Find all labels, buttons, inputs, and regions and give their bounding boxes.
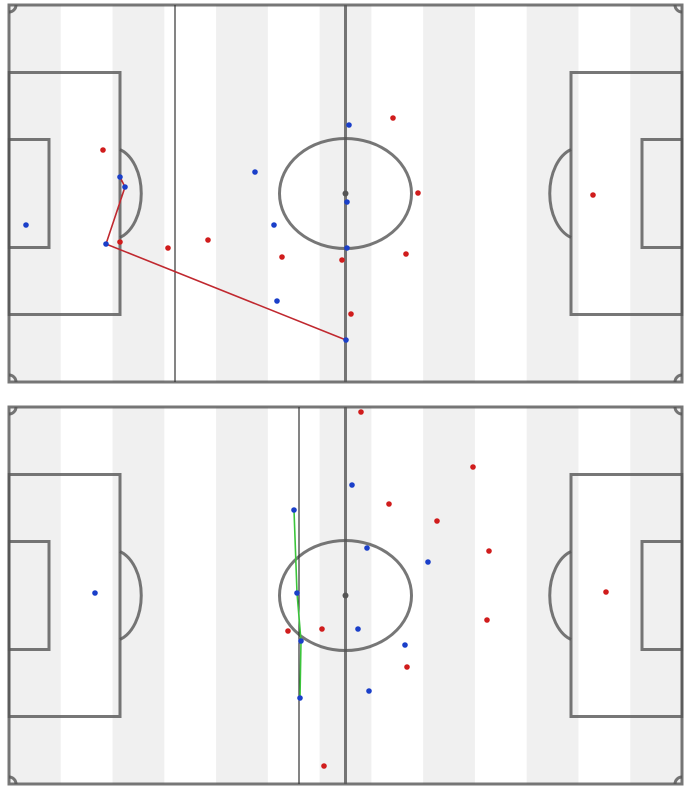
red-player-dot bbox=[415, 190, 421, 196]
red-player-dot bbox=[358, 409, 364, 415]
blue-player-dot bbox=[92, 590, 98, 596]
red-player-dot bbox=[484, 617, 490, 623]
pitch-stripe bbox=[630, 5, 683, 382]
red-player-dot bbox=[279, 254, 285, 260]
pitch-stripe bbox=[371, 5, 424, 382]
pitch-stripe bbox=[267, 5, 321, 382]
goal-area-right bbox=[640, 540, 684, 651]
red-player-dot bbox=[390, 115, 396, 121]
red-player-dot bbox=[165, 245, 171, 251]
blue-player-dot bbox=[23, 222, 29, 228]
blue-player-dot bbox=[297, 695, 303, 701]
blue-player-dot bbox=[274, 298, 280, 304]
pitch-top-canvas bbox=[0, 0, 688, 390]
red-player-dot bbox=[603, 589, 609, 595]
pitch-stripe bbox=[164, 5, 217, 382]
blue-player-dot bbox=[122, 184, 128, 190]
pitch-stripe bbox=[423, 5, 476, 382]
corner-arc bbox=[673, 4, 683, 14]
red-player-dot bbox=[403, 251, 409, 257]
blue-player-dot bbox=[346, 122, 352, 128]
corner-arc bbox=[673, 406, 683, 416]
pitch-stripe bbox=[9, 407, 62, 784]
penalty-arc-left bbox=[119, 148, 143, 239]
red-player-dot bbox=[117, 239, 123, 245]
pitch-stripe bbox=[267, 407, 321, 784]
pitch-stripe bbox=[578, 5, 631, 382]
pitch-stripe bbox=[216, 407, 269, 784]
pitch-stripe bbox=[630, 407, 683, 784]
corner-arc bbox=[8, 4, 18, 14]
red-player-dot bbox=[386, 501, 392, 507]
goal-area-left bbox=[7, 540, 51, 651]
red-player-dot bbox=[321, 763, 327, 769]
blue-player-dot bbox=[343, 337, 349, 343]
corner-arc bbox=[8, 775, 18, 785]
red-player-dot bbox=[339, 257, 345, 263]
pitch-stripe bbox=[60, 407, 114, 784]
blue-player-dot bbox=[366, 688, 372, 694]
corner-arc bbox=[8, 406, 18, 416]
blue-player-dot bbox=[402, 642, 408, 648]
corner-arc bbox=[8, 373, 18, 383]
corner-arc bbox=[673, 775, 683, 785]
blue-player-dot bbox=[344, 245, 350, 251]
red-player-dot bbox=[470, 464, 476, 470]
pass-path bbox=[293, 509, 302, 699]
pitch-stripe bbox=[216, 5, 269, 382]
pitch-diagram-bottom bbox=[0, 400, 688, 792]
pitch-stripe bbox=[578, 407, 631, 784]
goal-area-right bbox=[640, 138, 684, 249]
penalty-arc-right bbox=[548, 148, 572, 239]
pitch-stripe bbox=[423, 407, 476, 784]
pitch-stripe bbox=[164, 407, 217, 784]
blue-player-dot bbox=[117, 174, 123, 180]
pitch-stripe bbox=[474, 5, 528, 382]
blue-player-dot bbox=[252, 169, 258, 175]
blue-player-dot bbox=[294, 590, 300, 596]
blue-player-dot bbox=[349, 482, 355, 488]
pitch-bottom-canvas bbox=[0, 402, 688, 792]
goal-area-left bbox=[7, 138, 51, 249]
red-player-dot bbox=[100, 147, 106, 153]
centre-spot bbox=[342, 592, 349, 599]
pitch-stripe bbox=[371, 407, 424, 784]
penalty-arc-right bbox=[548, 550, 572, 641]
red-player-dot bbox=[285, 628, 291, 634]
blue-player-dot bbox=[291, 507, 297, 513]
red-player-dot bbox=[434, 518, 440, 524]
red-player-dot bbox=[590, 192, 596, 198]
red-player-dot bbox=[486, 548, 492, 554]
blue-player-dot bbox=[364, 545, 370, 551]
blue-player-dot bbox=[298, 638, 304, 644]
blue-player-dot bbox=[103, 241, 109, 247]
penalty-arc-left bbox=[119, 550, 143, 641]
centre-spot bbox=[342, 190, 349, 197]
red-player-dot bbox=[348, 311, 354, 317]
pass-path bbox=[105, 243, 347, 341]
blue-player-dot bbox=[344, 199, 350, 205]
pitch-stripe bbox=[9, 5, 62, 382]
red-player-dot bbox=[404, 664, 410, 670]
blue-player-dot bbox=[425, 559, 431, 565]
pitch-stripe bbox=[474, 407, 528, 784]
red-player-dot bbox=[205, 237, 211, 243]
red-player-dot bbox=[319, 626, 325, 632]
corner-arc bbox=[673, 373, 683, 383]
centre-circle bbox=[278, 539, 413, 652]
blue-player-dot bbox=[271, 222, 277, 228]
blue-player-dot bbox=[355, 626, 361, 632]
pitch-diagram-top bbox=[0, 0, 688, 390]
pitch-stripe bbox=[60, 5, 114, 382]
